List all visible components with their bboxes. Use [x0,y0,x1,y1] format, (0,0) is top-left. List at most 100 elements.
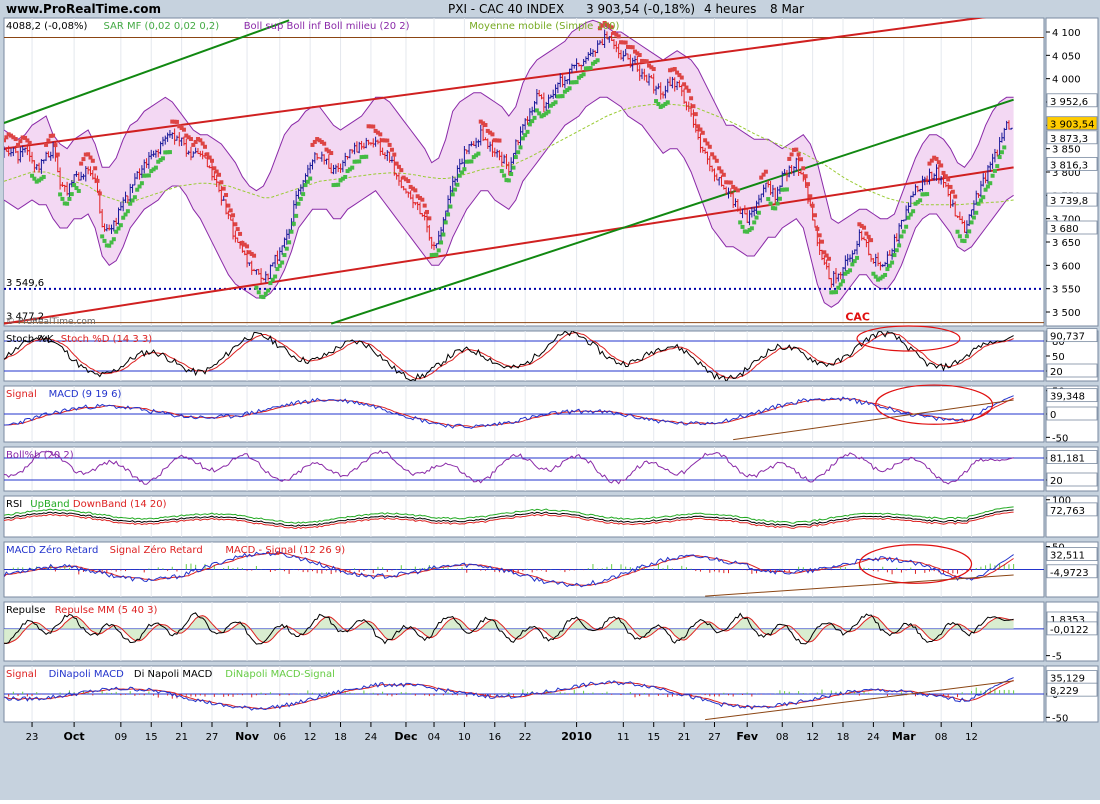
x-tick-label: 21 [678,732,691,743]
sar-dot [474,153,479,158]
sar-dot [62,201,67,206]
sar-dot [740,224,745,229]
sar-dot [579,74,584,79]
x-tick-label: 27 [708,732,721,743]
main-line [4,612,1014,645]
legend-entry: MACD - Signal (12 26 9) [225,545,345,556]
sar-dot [219,180,224,185]
sar-dot [333,182,338,187]
sar-dot [668,68,673,73]
x-axis: 23 Oct 09 15 21 27 Nov 06 12 18 24 Dec 04 10 16 22 2010 1… [6,317,978,743]
sar-dot [30,173,35,178]
sar-dot [647,63,652,68]
sar-dot [247,250,252,255]
sar-dot [845,270,850,275]
sar-dot [614,32,619,37]
sar-dot [572,80,577,85]
sar-dot [649,65,654,70]
sar-dot [539,114,544,119]
x-tick-label: 08 [935,732,948,743]
sar-dot [520,136,525,141]
legend-entry: Signal [6,389,37,400]
sar-dot [516,150,521,155]
value-box-label: 81,181 [1050,454,1085,465]
y-tick-label: 100 [1052,496,1071,507]
sar-dot [361,154,366,159]
sar-dot [441,232,446,237]
value-box-label: 35,129 [1050,674,1085,685]
sar-dot [188,137,193,142]
sar-dot [574,80,579,85]
sar-dot [829,290,834,295]
sar-dot [992,168,997,173]
sar-dot [139,181,144,186]
sar-dot [74,186,79,191]
sar-dot [198,138,203,143]
sar-dot [48,133,53,138]
sar-dot [427,216,432,221]
sar-dot [488,130,493,135]
sar-dot [301,192,306,197]
value-box [1046,450,1098,464]
sar-dot [252,253,257,258]
sar-dot [525,129,530,134]
sar-dot [773,206,778,211]
signal-line [4,615,1014,644]
sar-dot [378,132,383,137]
sar-dot [469,159,474,164]
sar-dot [93,166,98,171]
panel-body [4,666,1044,722]
sar-dot [997,155,1002,160]
sar-dot [789,152,794,157]
x-tick-label: 2010 [561,730,592,743]
site-name[interactable]: www.ProRealTime.com [6,2,161,16]
sar-dot [6,132,11,137]
legend-entry: MACD Zéro Retard [6,544,98,556]
sar-dot [167,150,172,155]
sar-dot [23,135,28,140]
sar-dot [801,166,806,171]
sar-dot [195,137,200,142]
sar-dot [174,119,179,124]
trendline [705,574,1014,597]
x-tick-label: 18 [334,732,347,743]
sar-dot [410,186,415,191]
sar-dot [123,212,128,217]
sar-dot [158,158,163,163]
sar-dot [939,163,944,168]
sar-dot [186,135,191,140]
sar-dot [826,256,831,261]
y-tick-label: 4 100 [1052,28,1081,39]
sar-dot [803,174,808,179]
sar-dot [995,164,1000,169]
sar-dot [142,173,147,178]
sar-dot [719,169,724,174]
sar-dot [569,80,574,85]
sar-dot [41,174,46,179]
sar-dot [504,178,509,183]
sar-dot [775,201,780,206]
y-tick-label: 3 650 [1052,238,1081,249]
sar-dot [1002,145,1007,150]
sar-dot [537,111,542,116]
sar-dot [978,198,983,203]
sar-dot [798,157,803,162]
value-box-label: 90,737 [1050,332,1085,343]
sar-dot [357,159,362,164]
x-tick-label: Mar [892,730,916,743]
sar-dot [611,30,616,35]
sar-dot [128,201,133,206]
sar-dot [946,177,951,182]
sar-dot [581,72,586,77]
sar-dot [354,159,359,164]
value-box [1046,502,1098,517]
legend-entry: Stoch %D (14 3 3) [61,334,152,345]
sar-dot [546,109,551,114]
sar-dot [310,142,315,147]
sar-dot [163,150,168,155]
value-box-label: 3 680 [1050,224,1079,235]
annotation-ellipse [856,325,961,352]
sar-dot [81,157,86,162]
sar-dot [144,173,149,178]
